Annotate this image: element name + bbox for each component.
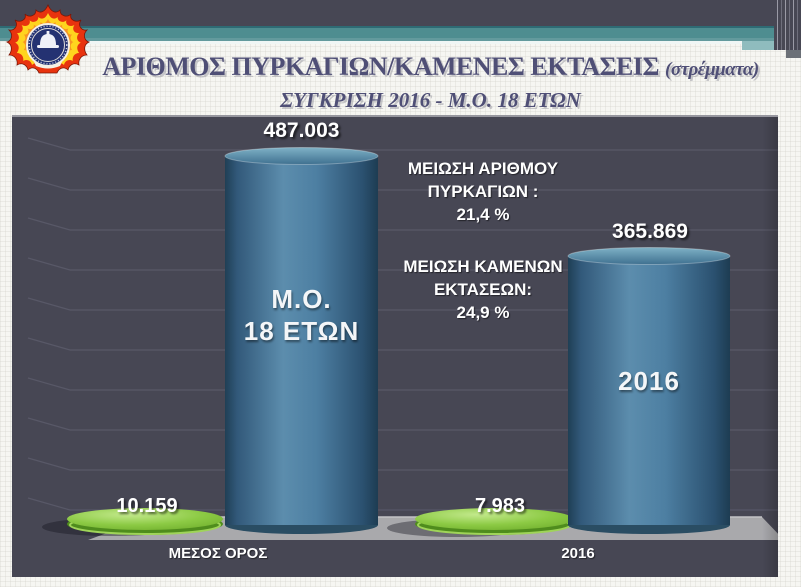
annotation-line: ΜΕΙΩΣΗ ΚΑΜΕΝΩΝ xyxy=(403,257,563,276)
bar-value-label-2016: 365.869 xyxy=(612,220,688,243)
teal-highlight-stripe xyxy=(8,41,742,44)
corner-notch xyxy=(786,50,801,58)
corner-vertical-stripes xyxy=(774,0,801,50)
gridlines xyxy=(27,137,778,511)
page-title: ΑΡΙΘΜΟΣ ΠΥΡΚΑΓΙΩΝ/ΚΑΜΕΝΕΣ ΕΚΤΑΣΕΙΣ (στρέ… xyxy=(60,52,801,85)
chart-plot-area: 487.003 365.869 Μ.Ο. 18 ΕΤΩΝ 2016 ΜΕΙΩΣΗ… xyxy=(12,115,778,577)
category-axis-label-average: ΜΕΣΟΣ ΟΡΟΣ xyxy=(168,545,268,562)
chart-canvas xyxy=(27,137,778,540)
slide-header: ΑΡΙΘΜΟΣ ΠΥΡΚΑΓΙΩΝ/ΚΑΜΕΝΕΣ ΕΚΤΑΣΕΙΣ (στρέ… xyxy=(60,52,801,113)
page-subtitle: ΣΥΓΚΡΙΣΗ 2016 - Μ.Ο. 18 ΕΤΩΝ xyxy=(280,88,581,112)
cylinder-bar-average xyxy=(224,147,379,534)
teal-step-stripe xyxy=(742,41,791,50)
disc-value-label-2016: 7.983 xyxy=(474,495,526,517)
annotation-area-reduction: ΜΕΙΩΣΗ ΚΑΜΕΝΩΝ ΕΚΤΑΣΕΩΝ: 24,9 % xyxy=(378,255,588,324)
fire-service-logo-icon xyxy=(5,3,91,74)
cylinder-inner-label-average: Μ.Ο. 18 ΕΤΩΝ xyxy=(243,284,360,346)
title-main-text: ΑΡΙΘΜΟΣ ΠΥΡΚΑΓΙΩΝ/ΚΑΜΕΝΕΣ ΕΚΤΑΣΕΙΣ xyxy=(102,52,659,81)
title-unit-text: (στρέμματα) xyxy=(665,59,759,80)
annotation-fires-reduction: ΜΕΙΩΣΗ ΑΡΙΘΜΟΥ ΠΥΡΚΑΓΙΩΝ : 21,4 % xyxy=(378,157,588,226)
annotation-line: ΕΚΤΑΣΕΩΝ: xyxy=(433,280,533,299)
bar-value-label-average: 487.003 xyxy=(263,119,340,142)
top-dark-band xyxy=(0,0,801,26)
annotation-line: 24,9 % xyxy=(456,303,510,322)
category-axis-label-2016: 2016 xyxy=(561,545,595,562)
annotation-line: 21,4 % xyxy=(456,205,510,224)
top-teal-band xyxy=(0,26,801,41)
green-disc-average xyxy=(67,508,223,535)
cylinder-bar-2016 xyxy=(567,247,731,534)
annotation-line: ΠΥΡΚΑΓΙΩΝ : xyxy=(427,182,539,201)
annotation-line: ΜΕΙΩΣΗ ΑΡΙΘΜΟΥ xyxy=(407,159,559,178)
cylinder-inner-label-2016: 2016 xyxy=(618,366,680,396)
disc-value-label-average: 10.159 xyxy=(116,495,178,517)
